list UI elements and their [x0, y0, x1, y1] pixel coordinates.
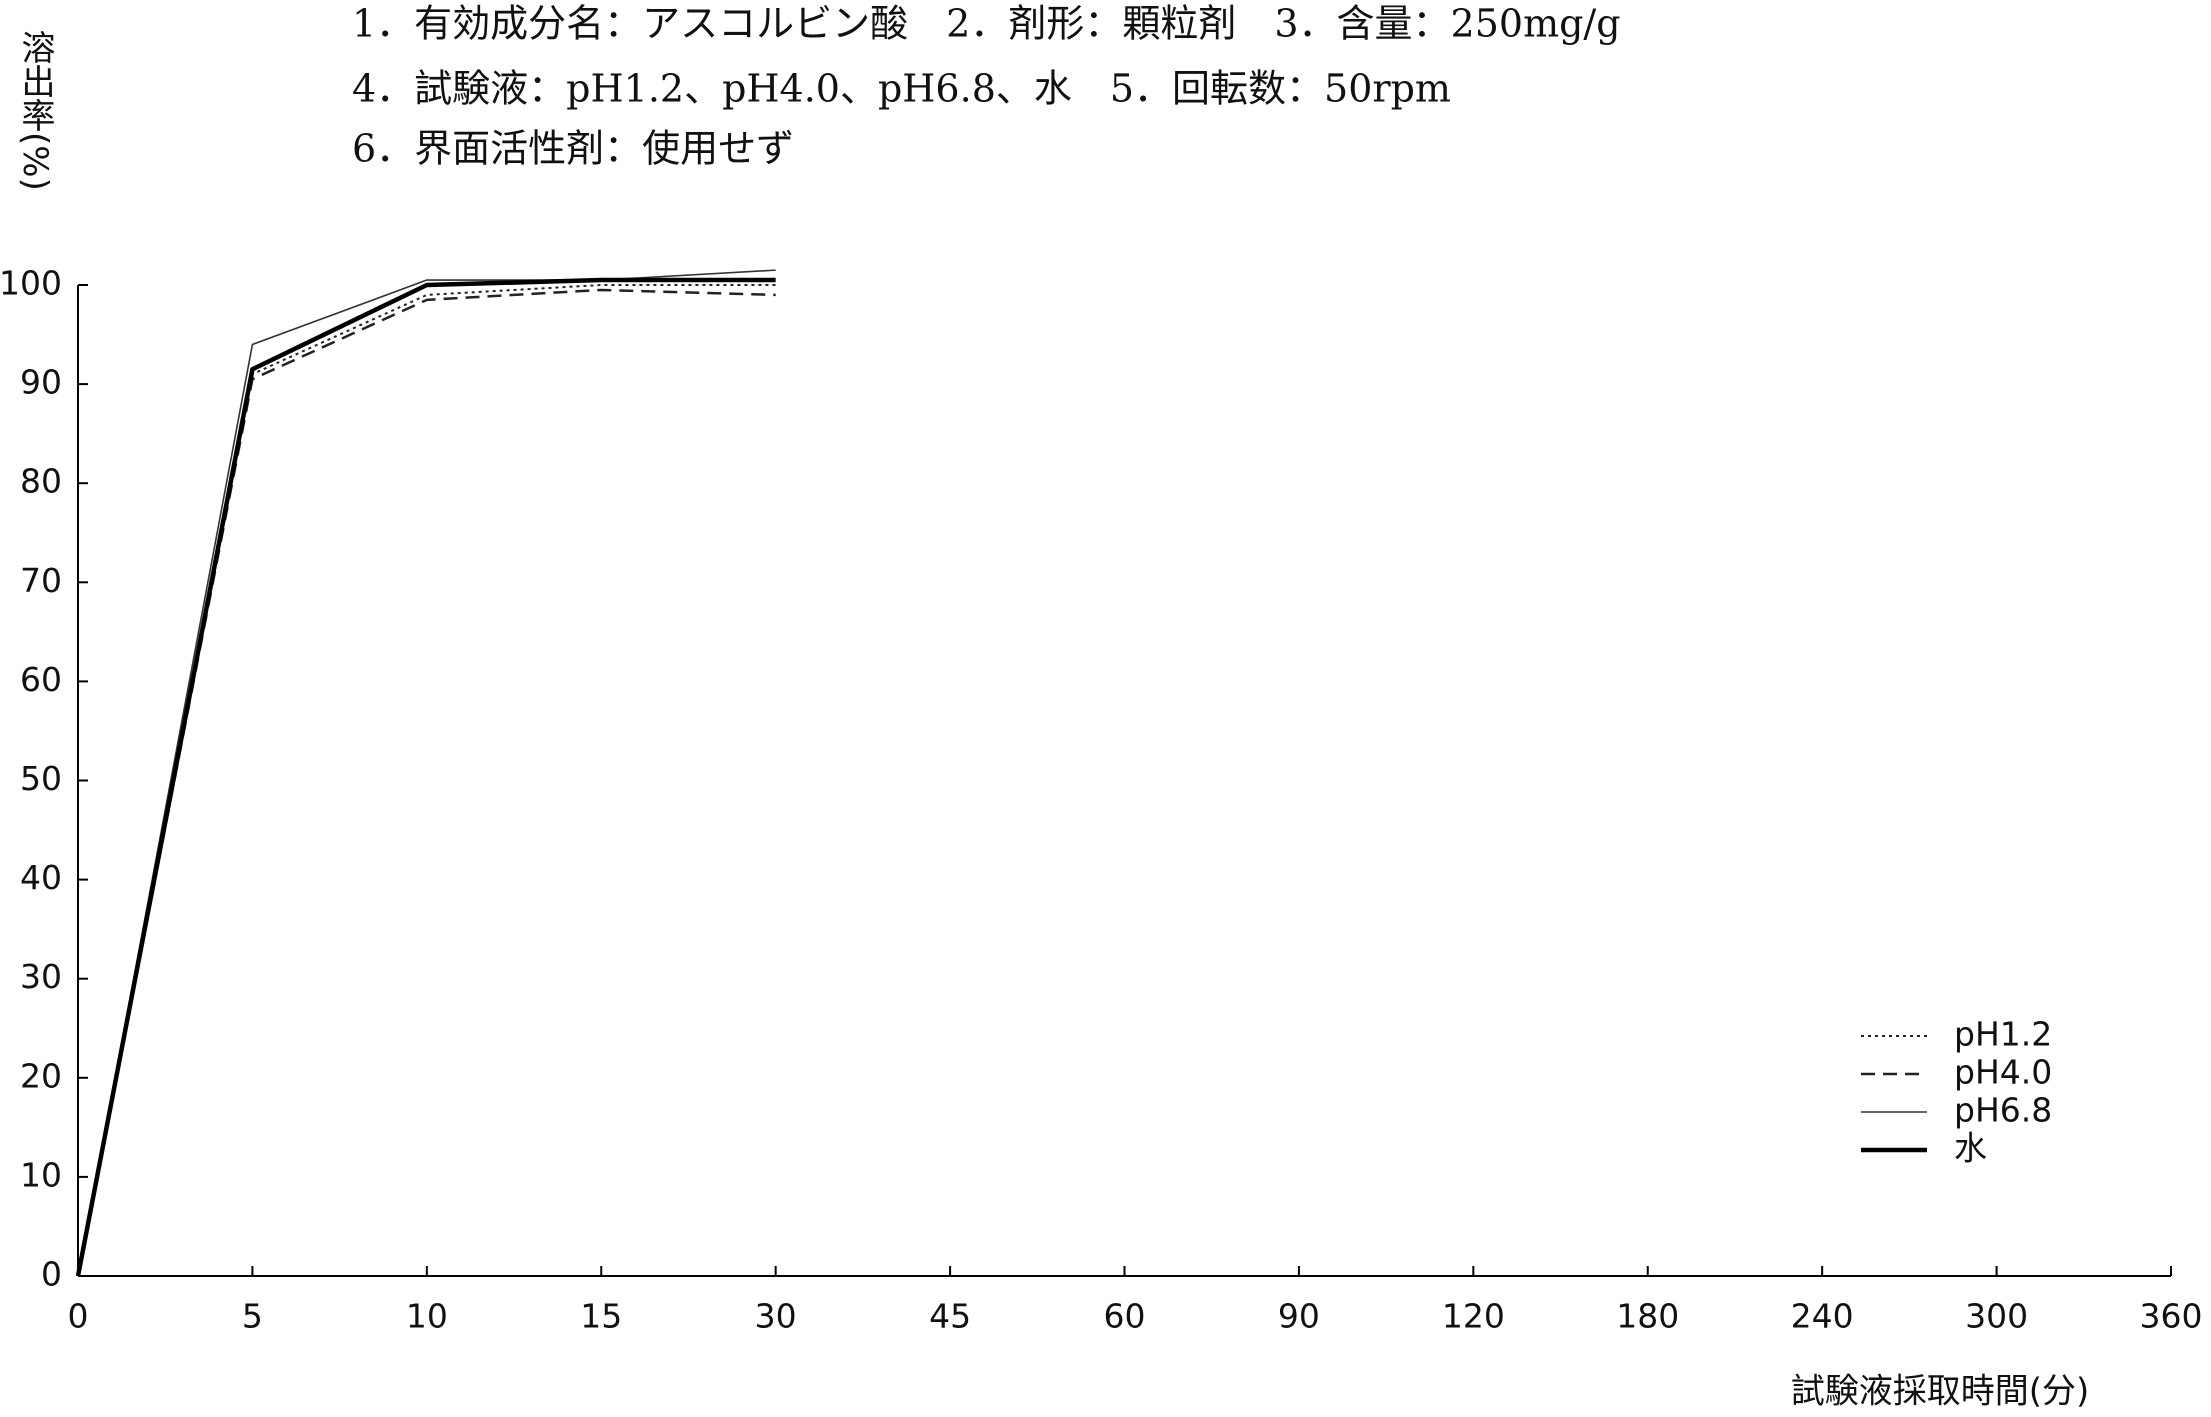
legend-label: 水: [1954, 1129, 1987, 1168]
x-tick-label: 30: [755, 1297, 797, 1336]
x-tick-label: 90: [1278, 1297, 1320, 1336]
legend-label: pH4.0: [1954, 1053, 2052, 1092]
y-tick-label: 100: [0, 264, 62, 303]
y-tick-label: 30: [20, 957, 62, 996]
x-tick-label: 360: [2140, 1297, 2203, 1336]
y-tick-label: 90: [20, 363, 62, 402]
y-axis-label: 溶出率(%): [15, 30, 55, 191]
x-tick-label: 10: [406, 1297, 448, 1336]
series-line: [76, 288, 776, 1277]
x-tick-label: 120: [1442, 1297, 1505, 1336]
x-tick-label: 5: [242, 1297, 263, 1336]
header-line: 4．試験液：pH1.2、pH4.0、pH6.8、水 5．回転数：50rpm: [352, 67, 1451, 111]
x-axis-label: 試験液採取時間(分): [1791, 1372, 2090, 1412]
series-line: [77, 284, 776, 1277]
x-tick-label: 180: [1616, 1297, 1679, 1336]
y-tick-label: 70: [20, 561, 62, 600]
x-tick-label: 0: [68, 1297, 89, 1336]
series-line: [77, 269, 776, 1277]
x-tick-label: 45: [929, 1297, 971, 1336]
legend-label: pH1.2: [1954, 1015, 2052, 1054]
y-tick-label: 20: [20, 1056, 62, 1095]
y-tick-label: 10: [20, 1155, 62, 1194]
x-tick-label: 240: [1791, 1297, 1854, 1336]
x-tick-label: 15: [580, 1297, 622, 1336]
series-line: [75, 277, 776, 1277]
y-tick-label: 80: [20, 462, 62, 501]
header-line: 6．界面活性剤：使用せず: [352, 127, 794, 171]
y-tick-label: 50: [20, 759, 62, 798]
legend-label: pH6.8: [1954, 1091, 2052, 1130]
x-tick-label: 60: [1104, 1297, 1146, 1336]
y-tick-label: 40: [20, 858, 62, 897]
y-tick-label: 60: [20, 660, 62, 699]
x-tick-label: 300: [1965, 1297, 2028, 1336]
header-line: 1．有効成分名：アスコルビン酸 2．剤形：顆粒剤 3．含量：250mg/g: [352, 2, 1621, 46]
y-tick-label: 0: [41, 1255, 62, 1294]
